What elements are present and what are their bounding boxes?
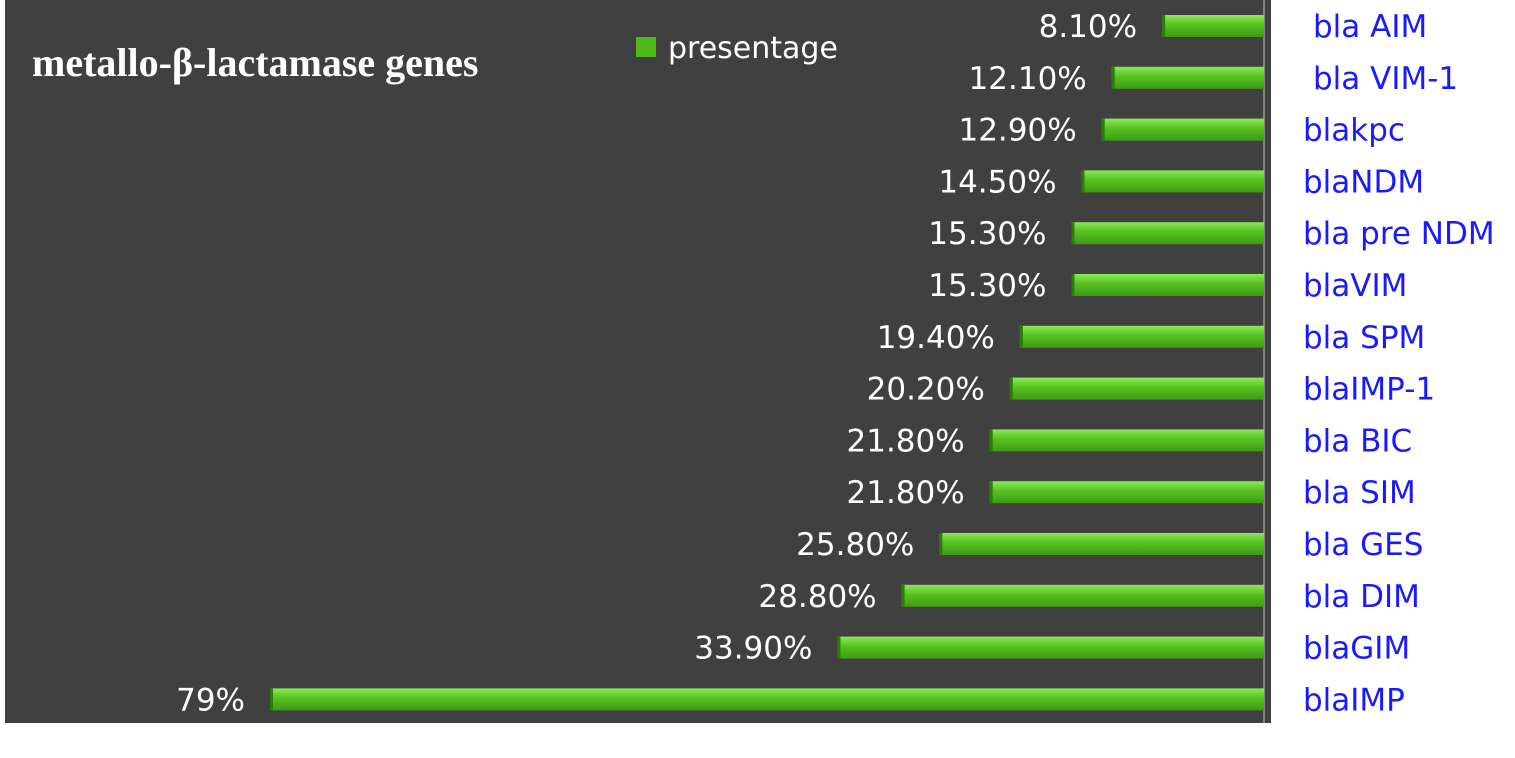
data-label: 12.10% [969, 61, 1087, 97]
bar [939, 533, 1264, 555]
category-label: bla BIC [1303, 423, 1412, 459]
bar [1162, 15, 1264, 37]
legend-swatch [636, 37, 656, 57]
bar [1101, 118, 1264, 141]
category-label: bla VIM-1 [1313, 61, 1458, 97]
bar-end-highlight [989, 429, 993, 452]
bar [989, 429, 1264, 452]
chart-title: metallo-β-lactamase genes [32, 40, 478, 85]
category-label: bla SPM [1303, 320, 1425, 356]
bar-end-highlight [1019, 325, 1023, 348]
bar-end-highlight [989, 481, 993, 504]
category-label: blaNDM [1303, 164, 1424, 200]
category-label: blaIMP-1 [1303, 372, 1435, 408]
category-label: bla GES [1303, 527, 1423, 563]
legend: presentage [636, 31, 838, 66]
bar-end-highlight [1081, 170, 1085, 193]
data-label: 33.90% [694, 631, 812, 667]
data-label: 25.80% [796, 527, 914, 563]
bar-end-highlight [1071, 222, 1075, 245]
bar-end-highlight [1111, 66, 1115, 89]
category-label: blaVIM [1303, 268, 1407, 304]
data-label: 79% [176, 682, 245, 718]
bar [1111, 66, 1264, 89]
data-labels: 8.10% 12.10% 12.90% 14.50% 15.30% 15.30% 19.40… [176, 9, 1137, 718]
bar-end-highlight [1009, 377, 1013, 400]
category-labels: bla AIM bla VIM-1 blakpc blaNDM bla pre NDM b… [1303, 9, 1495, 718]
legend-label: presentage [668, 31, 838, 66]
data-label: 28.80% [758, 579, 876, 615]
category-label: blaGIM [1303, 631, 1410, 667]
category-label: bla AIM [1313, 9, 1427, 45]
data-label: 21.80% [847, 423, 965, 459]
bar [1071, 222, 1264, 245]
data-label: 8.10% [1039, 9, 1137, 45]
category-label: blaIMP [1303, 682, 1405, 718]
bar-end-highlight [1101, 118, 1105, 141]
category-label: bla SIM [1303, 475, 1416, 511]
data-label: 21.80% [847, 475, 965, 511]
data-label: 20.20% [867, 372, 985, 408]
plot-background [5, 0, 1271, 723]
bar [837, 636, 1264, 659]
bar-end-highlight [837, 636, 841, 659]
bar-end-highlight [939, 533, 943, 555]
data-label: 15.30% [928, 268, 1046, 304]
bar-end-highlight [901, 584, 905, 607]
bar [901, 584, 1264, 607]
bar [270, 688, 1264, 711]
data-label: 14.50% [938, 164, 1056, 200]
category-label: bla pre NDM [1303, 216, 1495, 252]
category-label: bla DIM [1303, 579, 1420, 615]
data-label: 19.40% [877, 320, 995, 356]
data-label: 12.90% [958, 113, 1076, 149]
bar [1081, 170, 1264, 193]
bar [1009, 377, 1264, 400]
bar [989, 481, 1264, 504]
bar [1019, 325, 1264, 348]
data-label: 15.30% [928, 216, 1046, 252]
bar-end-highlight [1162, 15, 1166, 37]
bar-series [270, 15, 1264, 711]
bar-end-highlight [270, 688, 273, 711]
category-label: blakpc [1303, 113, 1405, 149]
bar [1071, 274, 1264, 296]
bar-end-highlight [1071, 274, 1075, 296]
